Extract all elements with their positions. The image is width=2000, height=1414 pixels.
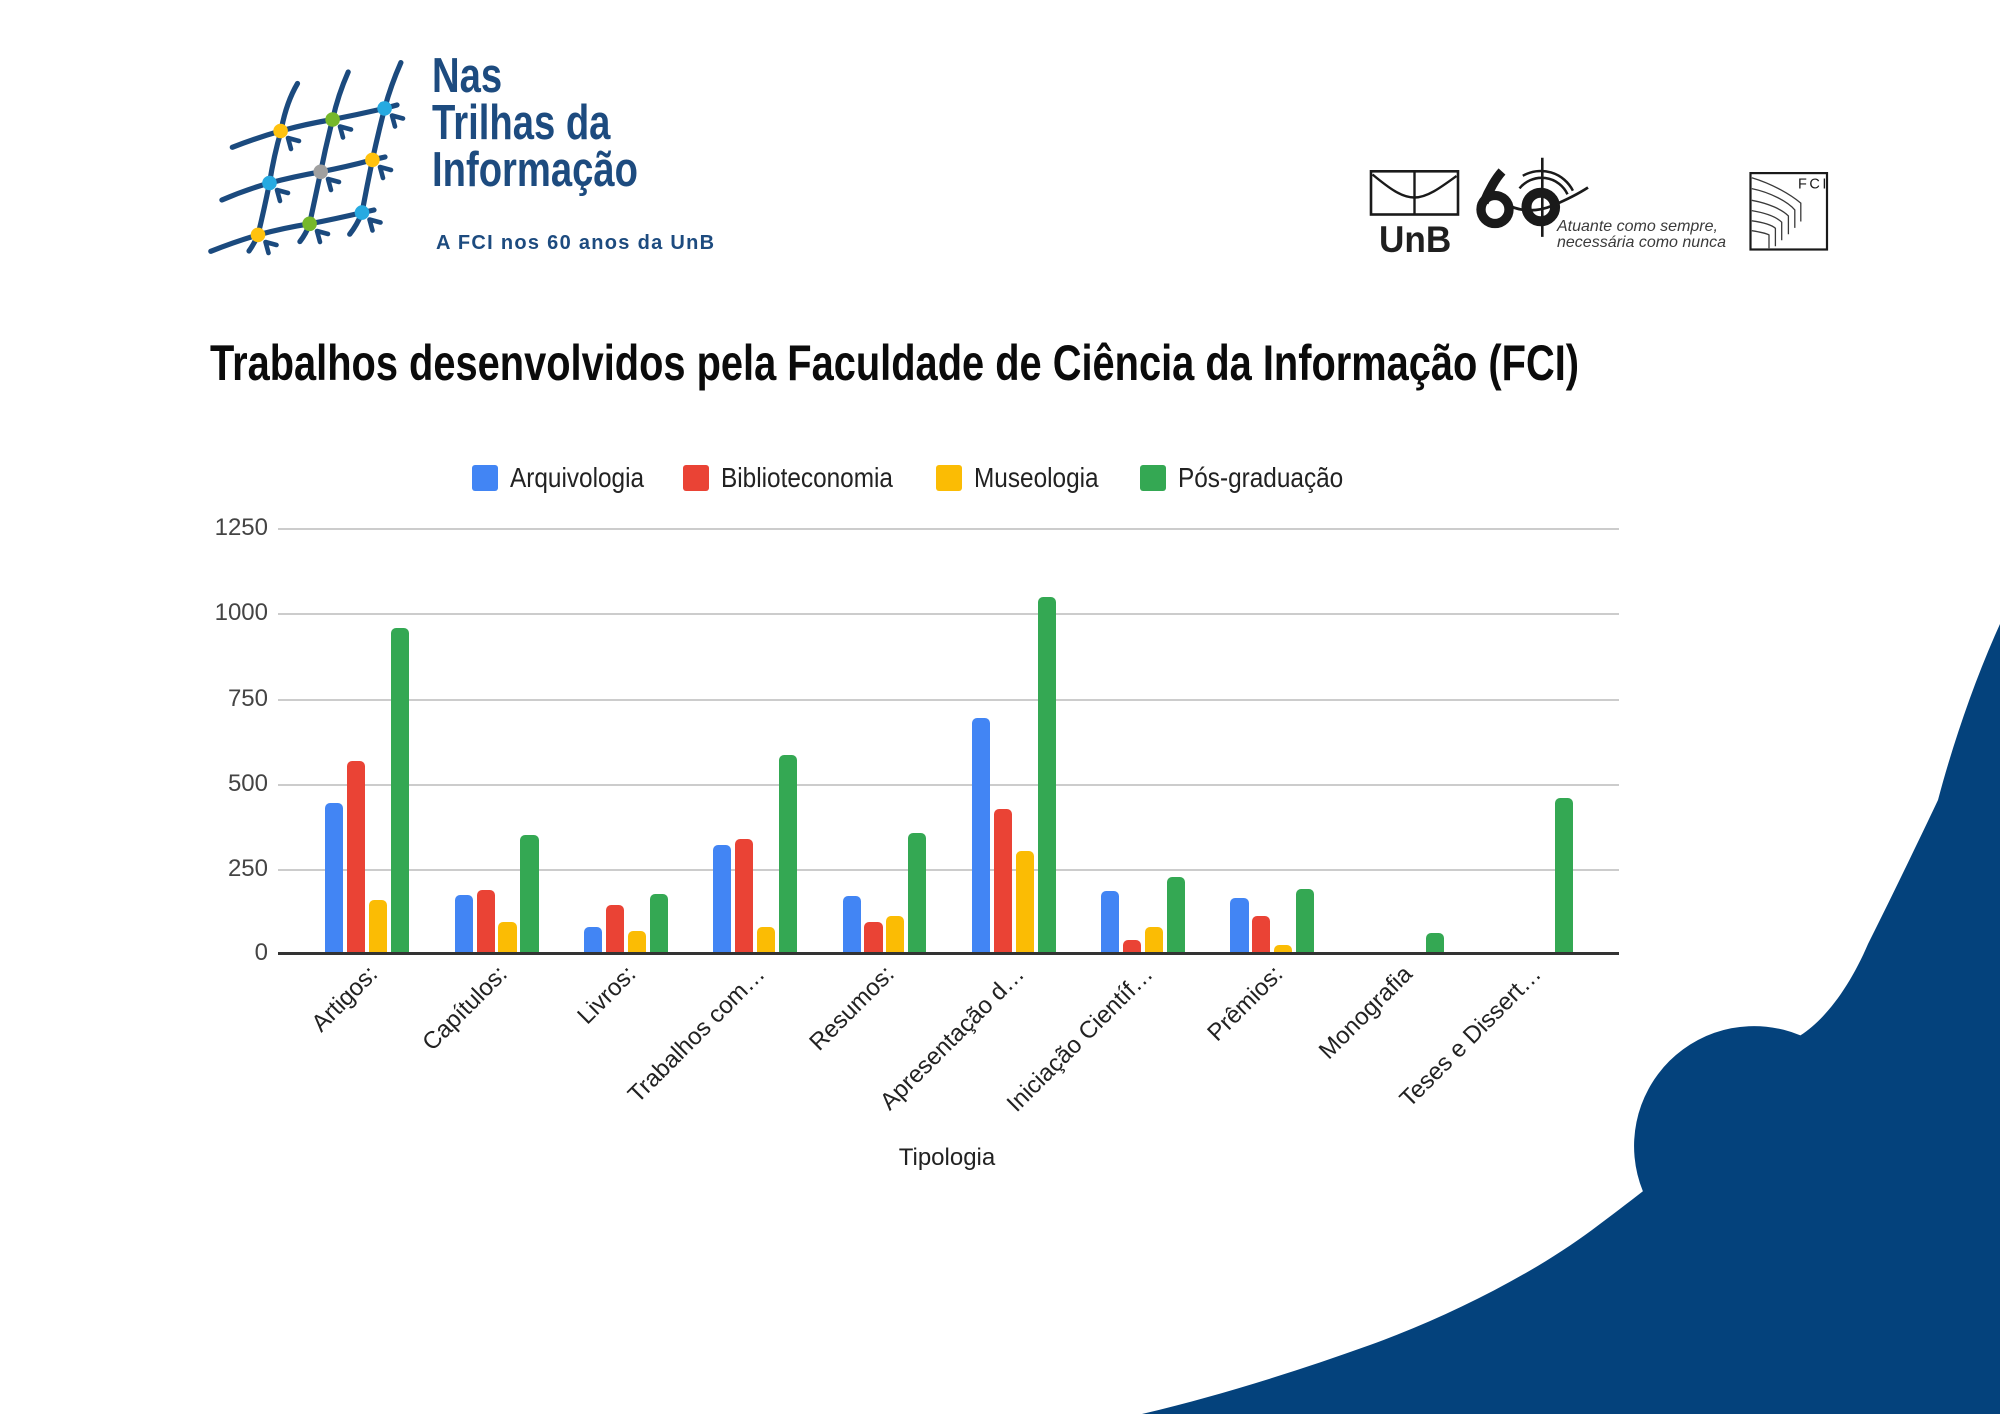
svg-text:FCI: FCI bbox=[1798, 177, 1829, 193]
